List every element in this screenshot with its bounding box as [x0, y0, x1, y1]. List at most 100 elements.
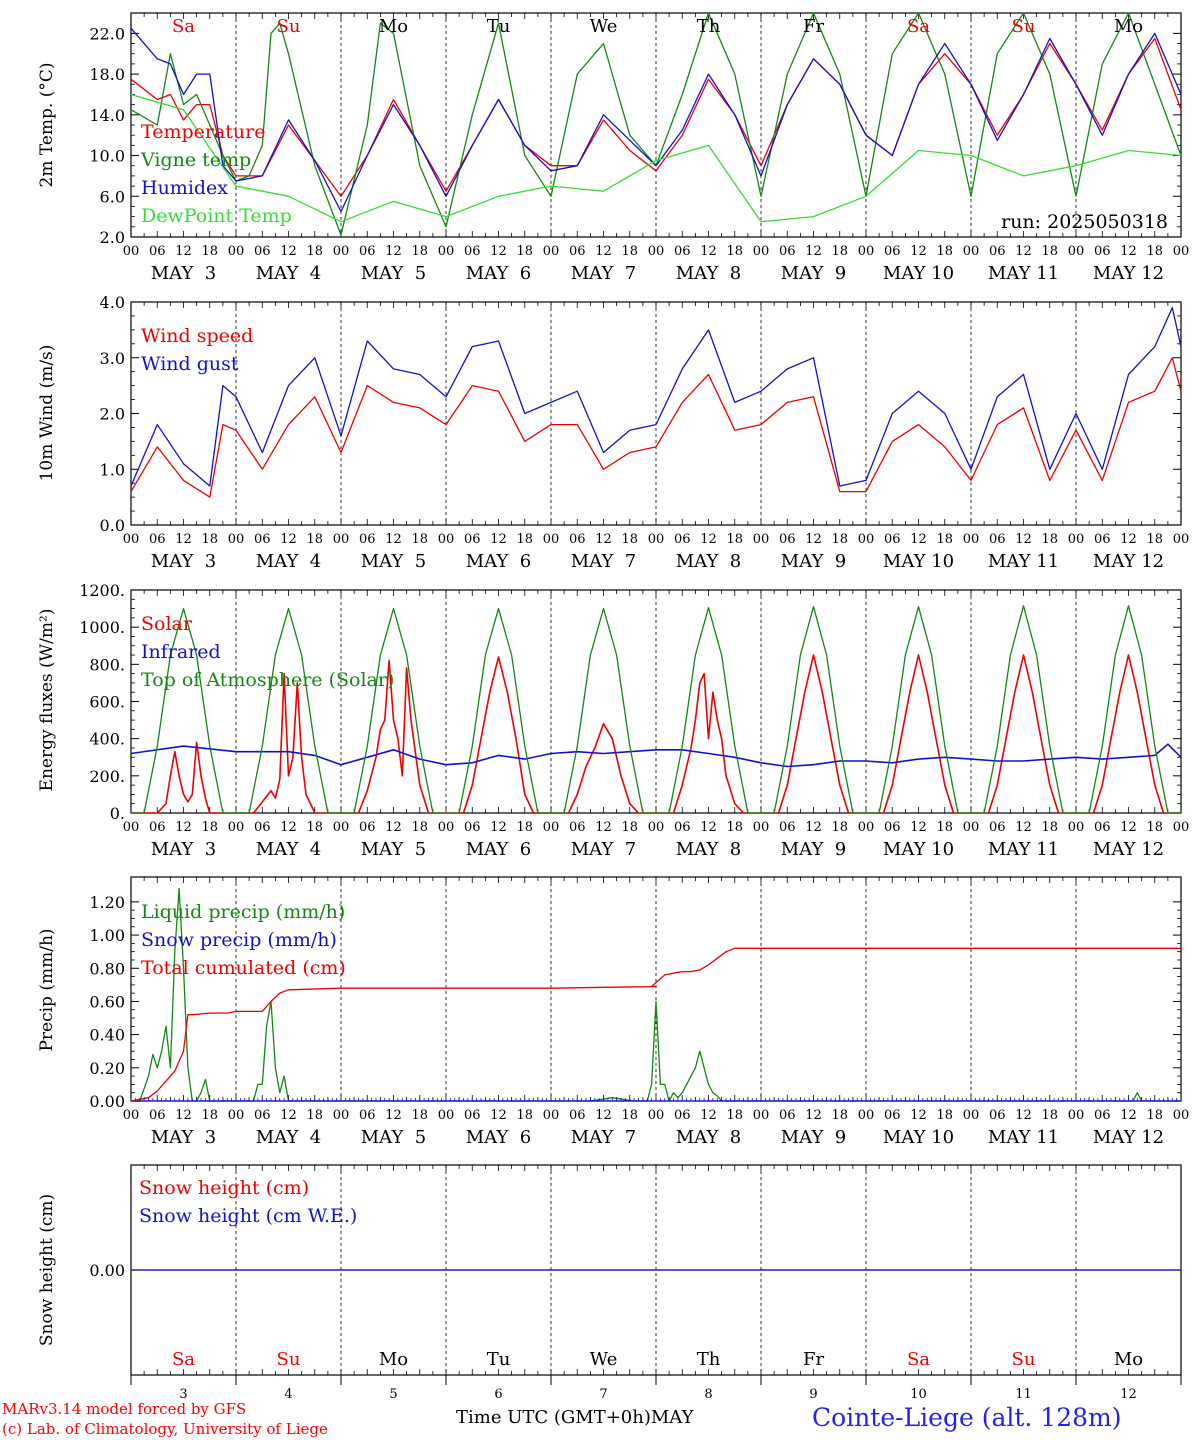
hour-tick-label: 18 [201, 532, 218, 547]
hour-tick-label: 06 [674, 532, 691, 547]
day-name-bottom: Su [1012, 1349, 1036, 1370]
hour-tick-label: 00 [1068, 820, 1085, 835]
hour-tick-label: 12 [385, 1108, 402, 1123]
day-name-bottom: Mo [1114, 1349, 1143, 1370]
day-name-bottom: Fr [803, 1349, 824, 1370]
series-line-temperature [130, 37, 1182, 197]
y-tick-label: 14.0 [89, 106, 125, 125]
hour-tick-label: 18 [201, 820, 218, 835]
hour-tick-label: 18 [1146, 244, 1163, 259]
hour-tick-label: 00 [333, 1108, 350, 1123]
hour-tick-label: 00 [858, 1108, 875, 1123]
date-label: MAY 9 [781, 263, 846, 284]
hour-tick-label: 12 [1015, 532, 1032, 547]
hour-tick-label: 18 [411, 532, 428, 547]
hour-tick-label: 06 [989, 1108, 1006, 1123]
y-tick-label: 1200. [79, 581, 125, 600]
y-tick-label: 400. [89, 730, 125, 749]
hour-tick-label: 06 [359, 244, 376, 259]
date-label: MAY 7 [571, 263, 636, 284]
hour-tick-label: 12 [175, 820, 192, 835]
y-tick-label: 0.80 [89, 959, 125, 978]
x-axis-title: Time UTC (GMT+0h)MAY [456, 1407, 694, 1428]
hour-tick-label: 18 [621, 820, 638, 835]
day-number-label: 6 [494, 1387, 502, 1402]
date-label: MAY 12 [1093, 1127, 1164, 1148]
hour-tick-label: 06 [989, 820, 1006, 835]
legend-solar: Solar [141, 613, 193, 635]
hour-tick-label: 00 [648, 532, 665, 547]
hour-tick-label: 18 [1041, 244, 1058, 259]
hour-tick-label: 18 [1146, 532, 1163, 547]
hour-tick-label: 12 [910, 820, 927, 835]
date-label: MAY 5 [361, 263, 426, 284]
hour-tick-label: 06 [884, 532, 901, 547]
y-tick-label: 1.0 [100, 460, 125, 479]
hour-tick-label: 12 [805, 1108, 822, 1123]
hour-tick-label: 12 [1015, 820, 1032, 835]
hour-tick-label: 00 [963, 820, 980, 835]
hour-tick-label: 12 [280, 820, 297, 835]
series-line-wind-gust [130, 306, 1182, 487]
day-name-bottom: Th [697, 1349, 721, 1370]
date-label: MAY 12 [1093, 263, 1164, 284]
y-tick-label: 22.0 [89, 24, 125, 43]
date-label: MAY 10 [883, 263, 954, 284]
y-tick-label: 0.00 [89, 1092, 125, 1111]
date-label: MAY 12 [1093, 839, 1164, 860]
hour-tick-label: 12 [1120, 244, 1137, 259]
hour-tick-label: 06 [779, 532, 796, 547]
hour-tick-label: 12 [175, 532, 192, 547]
y-axis-label: Precip (mm/h) [37, 928, 57, 1051]
panel-4: 0.00 0.20 0.40 0.60 0.80 1.00 1.20 Precip (mm/h… [37, 876, 1189, 1148]
date-label: MAY 11 [988, 551, 1059, 572]
y-tick-label: 1.00 [89, 926, 125, 945]
date-label: MAY 5 [361, 551, 426, 572]
day-name-bottom: Tu [487, 1349, 511, 1370]
hour-tick-label: 06 [779, 820, 796, 835]
date-label: MAY 8 [676, 839, 741, 860]
hour-tick-label: 00 [1173, 532, 1190, 547]
date-label: MAY 9 [781, 1127, 846, 1148]
hour-tick-label: 06 [779, 1108, 796, 1123]
hour-tick-label: 06 [464, 1108, 481, 1123]
hour-tick-label: 06 [884, 244, 901, 259]
date-label: MAY 10 [883, 1127, 954, 1148]
hour-tick-label: 00 [858, 532, 875, 547]
day-name-top: Fr [803, 16, 824, 37]
hour-tick-label: 06 [569, 532, 586, 547]
hour-tick-label: 12 [1120, 532, 1137, 547]
hour-tick-label: 06 [149, 244, 166, 259]
hour-tick-label: 06 [674, 244, 691, 259]
series-line-total-cumulated-cm- [130, 947, 1181, 1102]
legend-total-cumulated-cm-: Total cumulated (cm) [141, 957, 346, 979]
date-label: MAY 5 [361, 839, 426, 860]
hour-tick-label: 18 [306, 532, 323, 547]
hour-tick-label: 18 [516, 820, 533, 835]
date-label: MAY 3 [151, 551, 216, 572]
hour-tick-label: 18 [936, 244, 953, 259]
hour-tick-label: 12 [805, 244, 822, 259]
hour-tick-label: 12 [595, 244, 612, 259]
hour-tick-label: 18 [936, 1108, 953, 1123]
date-label: MAY 11 [988, 1127, 1059, 1148]
day-name-top: Sa [907, 16, 930, 37]
model-credit: MARv3.14 model forced by GFS [2, 1400, 247, 1418]
hour-tick-label: 06 [989, 244, 1006, 259]
legend-snow-height-cm-w-e-: Snow height (cm W.E.) [139, 1205, 357, 1227]
date-label: MAY 6 [466, 551, 531, 572]
legend-dewpoint-temp: DewPoint Temp [141, 205, 292, 227]
hour-tick-label: 12 [700, 244, 717, 259]
y-axis-label: Energy fluxes (W/m²) [37, 609, 57, 792]
y-tick-label: 0. [110, 804, 125, 823]
day-name-top: Mo [1114, 16, 1143, 37]
hour-tick-label: 18 [831, 244, 848, 259]
hour-tick-label: 18 [306, 244, 323, 259]
hour-tick-label: 18 [726, 244, 743, 259]
day-number-label: 11 [1015, 1387, 1032, 1402]
series-line-wind-speed [130, 357, 1182, 498]
legend-wind-speed: Wind speed [141, 325, 253, 347]
hour-tick-label: 00 [1173, 244, 1190, 259]
hour-tick-label: 00 [333, 820, 350, 835]
hour-tick-label: 12 [490, 1108, 507, 1123]
